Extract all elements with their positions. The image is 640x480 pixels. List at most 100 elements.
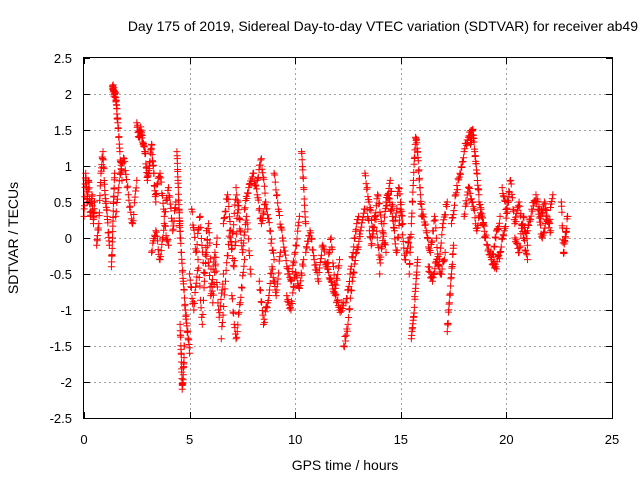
data-point (186, 349, 194, 357)
data-point (292, 241, 300, 249)
data-point (319, 241, 327, 249)
data-point (443, 328, 451, 336)
data-point (527, 212, 535, 220)
data-point (294, 227, 302, 235)
data-point (102, 197, 110, 205)
data-point (164, 241, 172, 249)
data-point (153, 232, 161, 240)
data-point (263, 205, 271, 213)
data-point (365, 198, 373, 206)
data-point (391, 240, 399, 248)
data-point (519, 212, 527, 220)
data-point (409, 198, 417, 206)
data-point (497, 243, 505, 251)
data-point (390, 224, 398, 232)
data-point (365, 216, 373, 224)
data-point (331, 292, 339, 300)
data-point (176, 220, 184, 228)
data-point (378, 227, 386, 235)
data-point (382, 198, 390, 206)
data-point (316, 264, 324, 272)
x-tick-label: 0 (80, 432, 87, 447)
data-point (262, 198, 270, 206)
data-point (225, 232, 233, 240)
data-point (349, 254, 357, 262)
data-point (130, 211, 138, 219)
data-point (123, 176, 131, 184)
data-point (464, 133, 472, 141)
data-point (234, 321, 242, 329)
data-point (492, 234, 500, 242)
data-point (353, 220, 361, 228)
data-point (495, 219, 503, 227)
data-point (548, 195, 556, 203)
data-point (414, 157, 422, 165)
data-point (109, 207, 117, 215)
data-point (414, 256, 422, 264)
data-point (489, 250, 497, 258)
data-point (183, 322, 191, 330)
data-point (508, 190, 516, 198)
data-point (100, 165, 108, 173)
data-point (289, 282, 297, 290)
data-point (271, 171, 279, 179)
data-point (374, 192, 382, 200)
data-point (367, 234, 375, 242)
data-point (492, 265, 500, 273)
data-point (408, 209, 416, 217)
data-point (209, 299, 217, 307)
data-point (335, 262, 343, 270)
data-point (379, 237, 387, 245)
data-point (416, 184, 424, 192)
data-point (180, 342, 188, 350)
data-point (347, 262, 355, 270)
data-point (479, 214, 487, 222)
data-point (515, 198, 523, 206)
data-point (197, 234, 205, 242)
data-point (199, 311, 207, 319)
data-point (473, 170, 481, 178)
data-point (495, 251, 503, 259)
data-point (209, 291, 217, 299)
data-point (394, 234, 402, 242)
data-point (532, 191, 540, 199)
data-point (307, 234, 315, 242)
data-point (388, 200, 396, 208)
data-point (176, 320, 184, 328)
data-point (438, 270, 446, 278)
data-point (256, 161, 264, 169)
data-point (511, 213, 519, 221)
data-point (243, 219, 251, 227)
data-point (190, 226, 198, 234)
data-point (395, 221, 403, 229)
data-point (327, 234, 335, 242)
data-point (521, 224, 529, 232)
data-point (211, 248, 219, 256)
data-point (267, 239, 275, 247)
data-point (536, 218, 544, 226)
data-point (534, 205, 542, 213)
data-point (348, 287, 356, 295)
data-point (180, 354, 188, 362)
data-point (244, 189, 252, 197)
data-point (333, 297, 341, 305)
y-tick-label: -1 (60, 303, 72, 318)
data-point (233, 333, 241, 341)
data-point (291, 248, 299, 256)
data-point (482, 234, 490, 242)
data-point (459, 158, 467, 166)
data-point (261, 318, 269, 326)
data-point (449, 214, 457, 222)
data-point (227, 238, 235, 246)
data-point (131, 193, 139, 201)
data-point (386, 179, 394, 187)
data-point (196, 212, 204, 220)
data-point (294, 222, 302, 230)
data-point (99, 156, 107, 164)
data-point (174, 190, 182, 198)
data-point (376, 270, 384, 278)
data-point (327, 274, 335, 282)
data-point (138, 131, 146, 139)
data-point (235, 214, 243, 222)
data-point (179, 266, 187, 274)
